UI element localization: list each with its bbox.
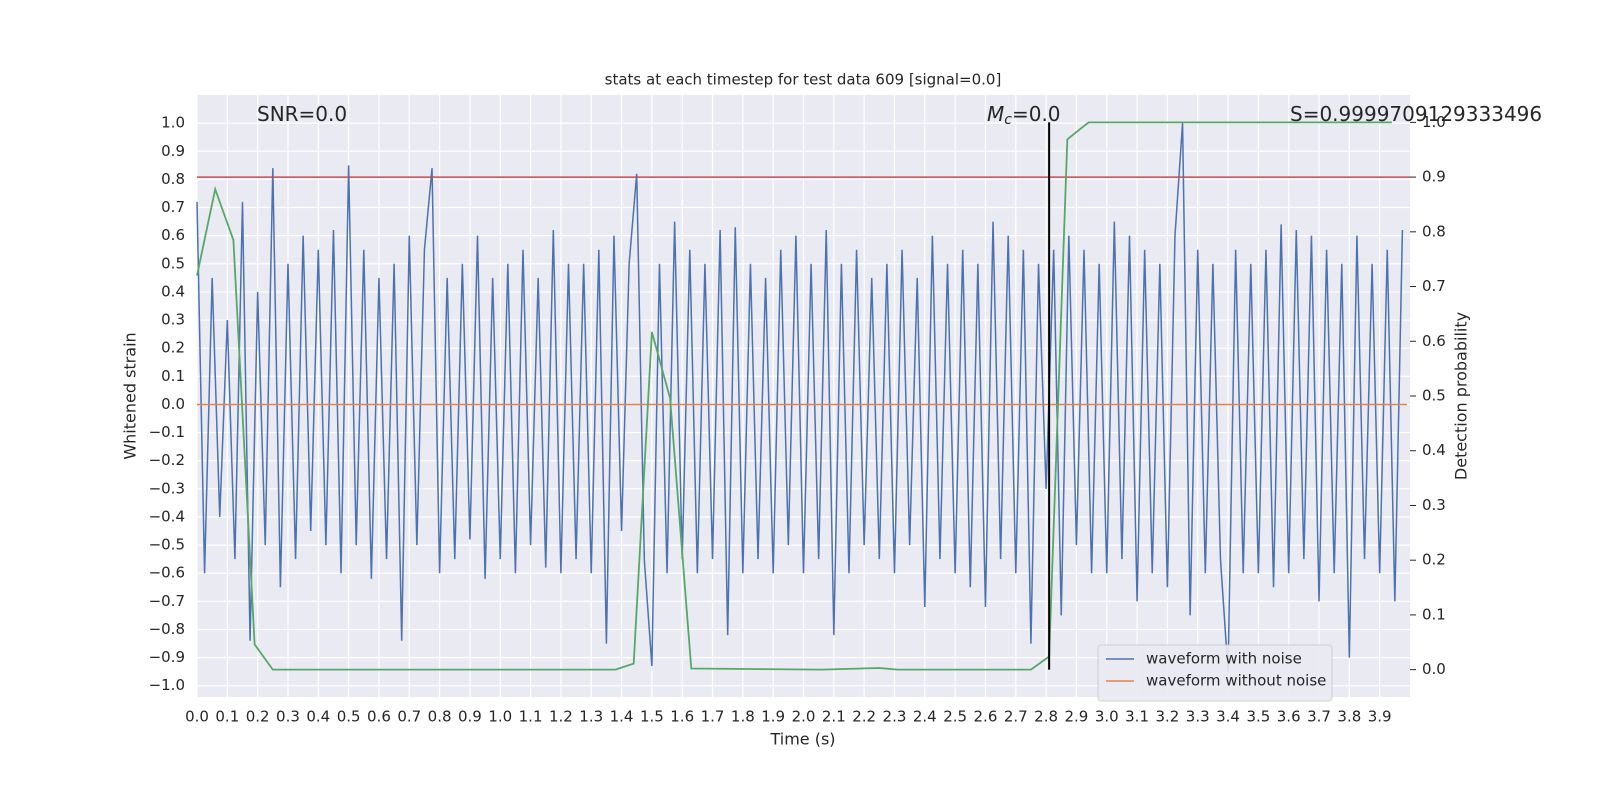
- x-tick-label: 0.2: [246, 708, 270, 726]
- y2-tick-label: 0.8: [1422, 222, 1446, 240]
- x-tick-label: 0.8: [428, 708, 452, 726]
- x-tick-label: 0.9: [458, 708, 482, 726]
- x-tick-label: 0.4: [306, 708, 330, 726]
- y2-tick-label: 0.6: [1422, 332, 1446, 350]
- y-tick-label: 0.5: [161, 254, 185, 272]
- x-tick-label: 2.9: [1064, 708, 1088, 726]
- x-tick-label: 2.4: [913, 708, 937, 726]
- x-tick-label: 3.1: [1125, 708, 1149, 726]
- x-tick-label: 0.5: [337, 708, 361, 726]
- y-tick-label: 0.0: [161, 395, 185, 413]
- x-tick-label: 2.5: [943, 708, 967, 726]
- x-tick-label: 2.2: [852, 708, 876, 726]
- x-tick-label: 3.7: [1307, 708, 1331, 726]
- x-tick-label: 2.0: [792, 708, 816, 726]
- y-tick-label: 0.4: [161, 282, 185, 300]
- y2-tick-label: 0.4: [1422, 441, 1446, 459]
- annotation: S=0.9999709129333496: [1290, 102, 1542, 126]
- x-tick-label: 1.2: [549, 708, 573, 726]
- x-tick-label: 3.2: [1155, 708, 1179, 726]
- y2-tick-label: 0.7: [1422, 277, 1446, 295]
- x-tick-label: 0.3: [276, 708, 300, 726]
- annotation-part: SNR=0.0: [257, 102, 347, 126]
- legend-label: waveform without noise: [1146, 672, 1326, 690]
- y-tick-label: 0.1: [161, 367, 185, 385]
- y-tick-label: −0.3: [149, 479, 185, 497]
- y-tick-label: −0.8: [149, 620, 185, 638]
- annotation: Mc=0.0: [987, 102, 1061, 129]
- x-tick-label: 2.8: [1034, 708, 1058, 726]
- y-tick-label: −0.7: [149, 592, 185, 610]
- x-tick-label: 1.8: [731, 708, 755, 726]
- x-tick-label: 3.4: [1216, 708, 1240, 726]
- x-tick-label: 0.1: [215, 708, 239, 726]
- x-tick-label: 3.5: [1246, 708, 1270, 726]
- x-tick-label: 3.6: [1277, 708, 1301, 726]
- y2-tick-label: 0.0: [1422, 660, 1446, 678]
- x-tick-label: 2.6: [974, 708, 998, 726]
- y-tick-label: −0.5: [149, 536, 185, 554]
- y2-tick-label: 0.3: [1422, 496, 1446, 514]
- y-tick-label: −0.1: [149, 423, 185, 441]
- legend-box: [1097, 644, 1333, 702]
- x-tick-label: 2.1: [822, 708, 846, 726]
- x-tick-label: 2.3: [883, 708, 907, 726]
- x-tick-label: 3.0: [1095, 708, 1119, 726]
- x-tick-label: 1.6: [670, 708, 694, 726]
- y2-tick-label: 0.1: [1422, 605, 1446, 623]
- y-tick-label: 0.7: [161, 198, 185, 216]
- y-tick-label: 0.3: [161, 311, 185, 329]
- x-tick-label: 3.8: [1337, 708, 1361, 726]
- grid: [196, 95, 1410, 697]
- x-tick-label: 1.1: [519, 708, 543, 726]
- series-line: [196, 121, 1392, 671]
- y-tick-label: 1.0: [161, 114, 185, 132]
- x-tick-label: 1.7: [701, 708, 725, 726]
- y-tick-label: −0.2: [149, 451, 185, 469]
- annotation-part: c: [1004, 112, 1012, 128]
- y-tick-label: 0.2: [161, 339, 185, 357]
- annotation: SNR=0.0: [257, 102, 347, 126]
- y-axis-label: Whitened strain: [121, 332, 140, 459]
- chart-title: stats at each timestep for test data 609…: [605, 71, 1002, 89]
- x-tick-label: 1.0: [488, 708, 512, 726]
- annotation-part: M: [987, 102, 1004, 126]
- y-tick-label: −0.6: [149, 564, 185, 582]
- y-tick-label: 0.8: [161, 170, 185, 188]
- x-tick-label: 0.7: [397, 708, 421, 726]
- y2-tick-label: 0.2: [1422, 551, 1446, 569]
- legend-label: waveform with noise: [1146, 650, 1302, 668]
- y-tick-label: −0.9: [149, 648, 185, 666]
- x-tick-label: 0.6: [367, 708, 391, 726]
- y-tick-label: −0.4: [149, 507, 185, 525]
- x-axis-label: Time (s): [769, 730, 835, 749]
- y2-tick-label: 1.0: [1422, 113, 1446, 131]
- annotation-part: =0.0: [1012, 102, 1061, 126]
- y2-axis-label: Detection probability: [1452, 312, 1471, 480]
- x-tick-label: 1.5: [640, 708, 664, 726]
- annotation-part: S=0.9999709129333496: [1290, 102, 1542, 126]
- x-tick-label: 1.9: [761, 708, 785, 726]
- x-tick-label: 3.9: [1368, 708, 1392, 726]
- y-tick-label: −1.0: [149, 676, 185, 694]
- x-tick-label: 0.0: [185, 708, 209, 726]
- x-tick-label: 1.4: [610, 708, 634, 726]
- y-tick-label: 0.9: [161, 142, 185, 160]
- y2-tick-label: 0.5: [1422, 387, 1446, 405]
- y-tick-label: 0.6: [161, 226, 185, 244]
- x-tick-label: 1.3: [579, 708, 603, 726]
- x-tick-label: 3.3: [1186, 708, 1210, 726]
- y2-tick-label: 0.9: [1422, 168, 1446, 186]
- x-tick-label: 2.7: [1004, 708, 1028, 726]
